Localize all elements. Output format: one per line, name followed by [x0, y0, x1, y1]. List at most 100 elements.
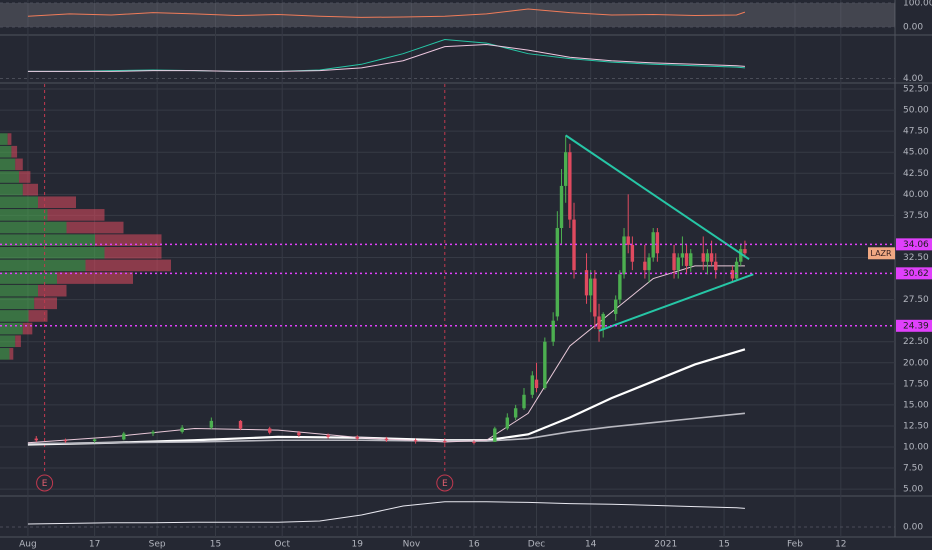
x-tick-label: 15: [210, 540, 221, 550]
volume-profile-down: [15, 335, 21, 348]
volume-profile-down: [34, 297, 57, 310]
candle-body: [355, 436, 359, 439]
candle-body: [513, 408, 518, 418]
x-tick-label: 12: [835, 540, 846, 550]
candle-body: [122, 433, 126, 440]
volume-profile-down: [15, 158, 23, 171]
volume-profile-down: [38, 196, 76, 209]
candle-body: [384, 438, 389, 441]
indicator-line: [27, 39, 745, 72]
volume-profile-up: [0, 158, 16, 171]
candle-body: [672, 253, 676, 271]
candle-body: [597, 316, 601, 330]
candle-body: [676, 257, 680, 271]
y-tick-label: 42.50: [903, 169, 929, 179]
candle-body: [297, 432, 301, 436]
x-tick-label: 16: [468, 540, 480, 550]
y-tick-label: 0.00: [903, 23, 923, 33]
y-tick-label: 37.50: [903, 211, 929, 221]
y-tick-label: 40.00: [903, 190, 929, 200]
price-badge: [896, 319, 932, 332]
volume-profile-down: [104, 246, 162, 259]
candle-body: [651, 232, 655, 258]
indicator-line: [27, 8, 746, 18]
volume-profile-up: [0, 310, 29, 322]
candle-body: [614, 299, 618, 314]
indicator-line: [27, 501, 745, 525]
candle-body: [563, 152, 568, 186]
candle-body: [505, 417, 510, 429]
candle-body: [622, 236, 626, 275]
price-badge: [896, 238, 932, 251]
volume-profile-down: [22, 183, 38, 196]
candle-body: [705, 253, 710, 262]
volume-profile-up: [0, 171, 19, 183]
x-tick-label: Aug: [19, 540, 37, 550]
candle-body: [559, 185, 564, 229]
candle-body: [743, 249, 747, 254]
earnings-label: E: [442, 479, 448, 489]
y-tick-label: 52.50: [903, 85, 929, 95]
indicator-line: [27, 43, 745, 72]
candle-body: [151, 431, 155, 434]
candle-body: [655, 232, 660, 254]
volume-profile-up: [0, 335, 16, 348]
y-tick-label: 22.50: [903, 337, 929, 347]
volume-profile-down: [47, 209, 105, 221]
candle-body: [568, 152, 572, 220]
x-tick-label: Sep: [149, 540, 166, 550]
candle-body: [572, 219, 576, 271]
x-tick-label: 2021: [654, 540, 677, 550]
candle-body: [92, 439, 97, 442]
volume-profile-up: [0, 259, 86, 272]
candle-body: [534, 379, 539, 389]
volume-profile-down: [66, 221, 124, 234]
candle-body: [647, 257, 651, 271]
trendline: [598, 273, 754, 332]
x-tick-label: 14: [585, 540, 597, 550]
earnings-label: E: [42, 479, 48, 489]
candle-body: [238, 420, 243, 429]
candle-body: [588, 278, 593, 296]
y-tick-label: 0.00: [903, 523, 923, 533]
volume-profile-down: [11, 145, 18, 158]
candle-body: [684, 253, 689, 266]
price-badge-label: 34.06: [903, 240, 929, 250]
candle-body: [522, 394, 526, 409]
candle-body: [714, 261, 718, 271]
candle-body: [701, 253, 705, 262]
y-tick-label: 100.00: [903, 0, 932, 9]
earnings-marker: [36, 474, 54, 492]
candle-body: [413, 440, 418, 442]
y-tick-label: 17.50: [903, 379, 929, 389]
y-tick-label: 32.50: [903, 253, 929, 263]
volume-profile-up: [0, 272, 57, 284]
y-tick-label: 45.00: [903, 148, 929, 158]
volume-profile-down: [9, 348, 14, 360]
volume-profile-up: [0, 183, 23, 196]
candle-body: [472, 441, 476, 443]
candle-body: [180, 427, 184, 432]
candle-body: [63, 440, 68, 442]
x-tick-label: Nov: [403, 540, 421, 550]
volume-profile-down: [22, 322, 33, 335]
x-tick-label: 15: [718, 540, 729, 550]
candle-body: [326, 435, 330, 437]
price-badge-label: 24.39: [903, 321, 929, 331]
price-badge: [896, 267, 932, 280]
y-tick-label: 15.00: [903, 400, 929, 410]
candle-body: [493, 428, 497, 442]
volume-profile-down: [95, 234, 162, 246]
volume-profile-up: [0, 246, 105, 259]
moving-average: [27, 412, 746, 445]
volume-profile-up: [0, 209, 48, 221]
x-tick-label: 17: [89, 540, 100, 550]
volume-profile-down: [7, 133, 12, 145]
candle-body: [730, 270, 735, 279]
y-tick-label: 4.00: [903, 74, 923, 84]
volume-profile-up: [0, 145, 12, 158]
candle-body: [593, 278, 597, 317]
price-badge-label: 30.62: [903, 269, 929, 279]
candle-body: [689, 253, 693, 266]
